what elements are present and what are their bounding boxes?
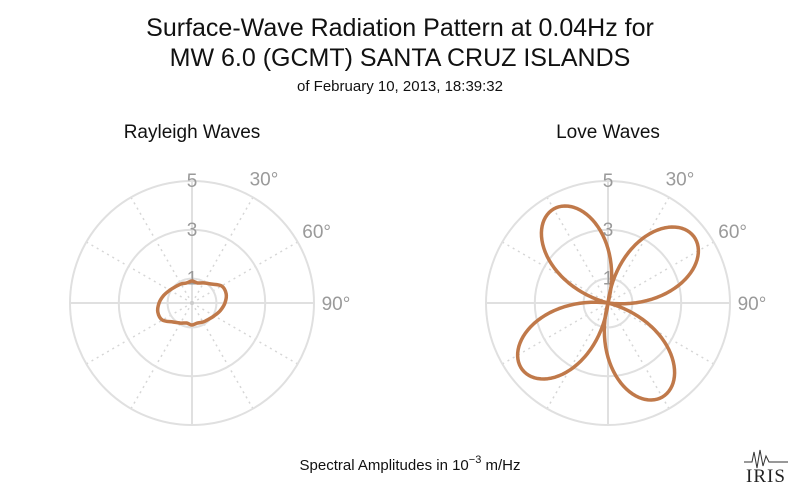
radial-tick-label: 5 [603, 171, 614, 192]
radial-tick-label: 3 [187, 220, 198, 241]
grid-spoke [191, 302, 299, 365]
love-polar-plot: 1 3 5 30° 60° 90° [485, 169, 767, 426]
love-pattern-lobe [515, 300, 610, 381]
grid-spoke [607, 241, 715, 304]
grid-spoke [191, 241, 299, 304]
grid-circle [485, 180, 731, 426]
subtitle: of February 10, 2013, 18:39:32 [297, 78, 503, 95]
footer-units: Spectral Amplitudes in 10−3 m/Hz [300, 454, 521, 474]
grid-spoke [130, 302, 193, 410]
radial-tick-label: 1 [603, 269, 614, 290]
grid-circle [533, 228, 683, 378]
love-pattern-lobe [602, 301, 677, 402]
grid-spoke [191, 302, 254, 410]
logo-text: IRIS [746, 466, 786, 487]
grid-circle [69, 180, 315, 426]
radial-tick-label: 1 [187, 269, 198, 290]
panel-title-love: Love Waves [556, 122, 660, 143]
grid-spoke [85, 302, 193, 365]
grid-circle [117, 228, 267, 378]
angle-tick-label: 60° [718, 222, 747, 243]
grid-spoke [607, 302, 715, 365]
footer-exponent: −3 [469, 454, 482, 466]
angle-tick-label: 60° [302, 222, 331, 243]
grid-spoke [607, 302, 670, 410]
angle-tick-label: 90° [738, 294, 767, 315]
logo-seismogram [744, 449, 788, 469]
grid-spoke [130, 196, 193, 304]
origin-dot [190, 301, 194, 305]
love-pattern-lobe [606, 225, 701, 306]
grid-spoke [85, 241, 193, 304]
radial-tick-label: 5 [187, 171, 198, 192]
title-line-2: MW 6.0 (GCMT) SANTA CRUZ ISLANDS [170, 44, 631, 72]
love-pattern-lobe [539, 204, 614, 305]
title-line-1: Surface-Wave Radiation Pattern at 0.04Hz… [146, 14, 654, 42]
rayleigh-polar-plot: 1 3 5 30° 60° 90° [69, 169, 351, 426]
grid-circle [166, 277, 218, 329]
iris-logo: IRIS [744, 449, 788, 487]
grid-spoke [501, 302, 609, 365]
grid-spoke [607, 196, 670, 304]
grid-spoke [191, 196, 254, 304]
rayleigh-pattern-line [155, 279, 229, 327]
footer-suffix: m/Hz [481, 457, 520, 474]
angle-tick-label: 30° [250, 169, 279, 190]
panel-title-rayleigh: Rayleigh Waves [124, 122, 261, 143]
angle-tick-label: 30° [666, 169, 695, 190]
grid-spoke [501, 241, 609, 304]
grid-spoke [546, 302, 609, 410]
footer-prefix: Spectral Amplitudes in 10 [300, 457, 469, 474]
radial-tick-label: 3 [603, 220, 614, 241]
grid-spoke [546, 196, 609, 304]
angle-tick-label: 90° [322, 294, 351, 315]
